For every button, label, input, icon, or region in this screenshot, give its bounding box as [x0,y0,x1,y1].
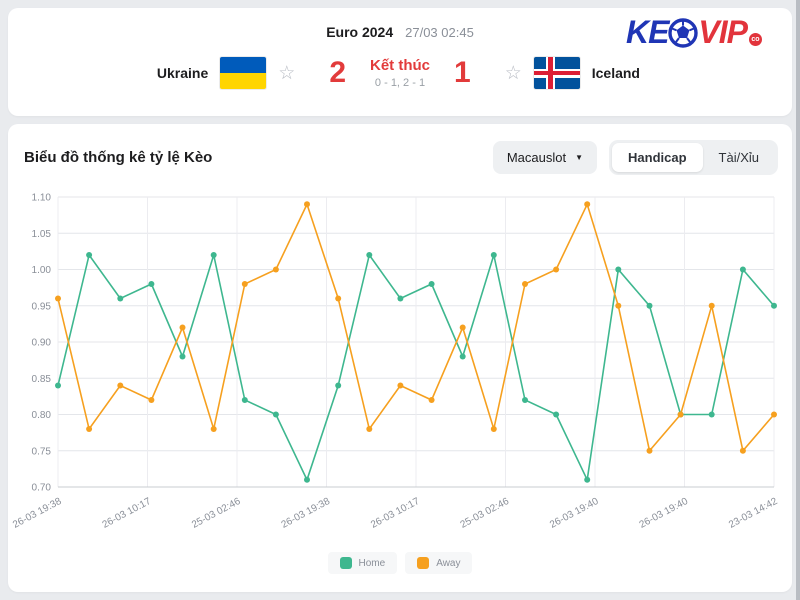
soccer-ball-icon [668,17,699,48]
svg-text:0.90: 0.90 [32,338,52,349]
svg-text:26-03 10:17: 26-03 10:17 [101,496,154,531]
home-series-label: Home [358,557,386,569]
logo-text-keo: KE [625,14,669,50]
match-row: Ukraine ☆ 2 Kết thúc 0 - 1, 2 - 1 1 ☆ Ic… [24,56,776,90]
svg-text:0.70: 0.70 [32,483,52,494]
chevron-down-icon: ▼ [575,153,584,162]
svg-text:1.00: 1.00 [32,265,52,276]
svg-text:25-03 02:46: 25-03 02:46 [190,496,243,531]
favorite-star-icon-home[interactable]: ☆ [278,62,296,84]
home-team: Ukraine ☆ [80,57,295,89]
chart-controls: Macauslot ▼ Handicap Tài/Xỉu [492,140,778,175]
series-away [55,201,777,454]
odds-chart-card: Biểu đồ thống kê tỷ lệ Kèo Macauslot ▼ H… [8,124,792,592]
chart-header: Biểu đồ thống kê tỷ lệ Kèo Macauslot ▼ H… [8,124,792,181]
svg-text:0.75: 0.75 [32,446,52,457]
scrollbar[interactable] [796,0,800,600]
tournament-name: Euro 2024 [326,24,394,40]
svg-text:26-03 19:40: 26-03 19:40 [548,496,601,531]
chart-legend: Home Away [8,552,792,574]
svg-text:0.95: 0.95 [32,301,52,312]
favorite-star-icon-away[interactable]: ☆ [504,62,522,84]
match-header-card: Euro 2024 27/03 02:45 KE VIP co Ukraine … [8,8,792,116]
iceland-flag [533,57,580,89]
match-meta: Euro 2024 27/03 02:45 [24,24,776,40]
svg-text:1.10: 1.10 [32,193,52,204]
keovip-logo: KE VIP co [626,14,762,51]
series-home [55,251,777,483]
match-datetime: 27/03 02:45 [405,25,474,40]
ukraine-flag [220,57,267,89]
tab-handicap[interactable]: Handicap [612,143,703,172]
legend-item-away: Away [405,552,473,574]
home-series-swatch [339,557,352,569]
score-middle: Kết thúc 0 - 1, 2 - 1 [370,57,430,89]
odds-chart: 0.70 0.75 0.80 0.85 0.90 0.95 1.00 1.05 1.10 26-0… [8,181,792,556]
away-team: ☆ Iceland [505,57,720,89]
svg-text:26-03 10:17: 26-03 10:17 [369,496,422,531]
score-detail: 0 - 1, 2 - 1 [374,77,426,89]
score-block: 2 Kết thúc 0 - 1, 2 - 1 1 [329,56,470,90]
away-series-swatch [417,557,430,569]
bookmaker-dropdown-value: Macauslot [506,150,567,165]
chart-type-toggle: Handicap Tài/Xỉu [609,140,778,175]
svg-text:0.80: 0.80 [32,410,52,421]
svg-text:26-03 19:40: 26-03 19:40 [638,496,691,531]
odds-line-chart-svg: 0.70 0.75 0.80 0.85 0.90 0.95 1.00 1.05 1.10 26-0… [11,193,780,531]
svg-text:25-03 02:46: 25-03 02:46 [459,496,512,531]
legend-item-home: Home [327,552,398,574]
away-team-name: Iceland [591,65,640,81]
logo-badge: co [749,33,762,46]
svg-text:26-03 19:38: 26-03 19:38 [280,496,333,531]
logo-text-vip: VIP [698,14,748,50]
svg-text:23-03 14:42: 23-03 14:42 [727,496,780,531]
away-series-label: Away [436,557,461,569]
home-team-name: Ukraine [156,65,209,81]
svg-text:1.05: 1.05 [32,229,52,240]
chart-title: Biểu đồ thống kê tỷ lệ Kèo [24,149,213,166]
tab-tai-xiu[interactable]: Tài/Xỉu [703,143,775,172]
bookmaker-dropdown[interactable]: Macauslot ▼ [492,141,598,174]
away-score: 1 [454,56,471,89]
home-score: 2 [329,56,346,89]
match-status: Kết thúc [370,57,430,74]
svg-text:0.85: 0.85 [32,374,52,385]
svg-text:26-03 19:38: 26-03 19:38 [12,496,64,531]
